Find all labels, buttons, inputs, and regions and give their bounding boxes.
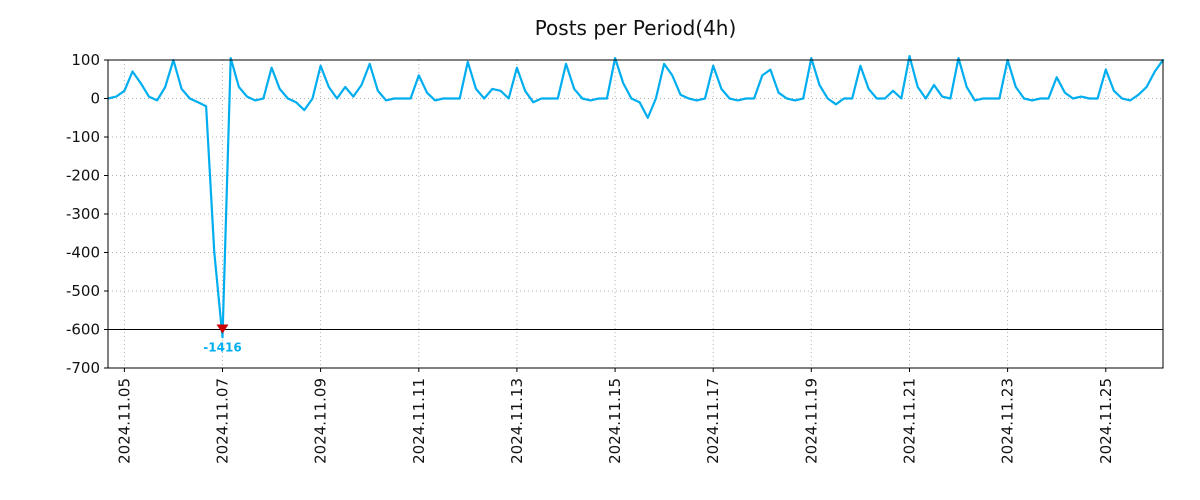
x-tick-label: 2024.11.25 [1097,378,1115,464]
x-tick-label: 2024.11.21 [901,378,919,464]
x-tick-label: 2024.11.23 [999,378,1017,464]
y-tick-label: 100 [71,51,100,69]
x-tick-label: 2024.11.19 [802,378,820,464]
y-tick-label: -700 [66,359,100,377]
x-tick-label: 2024.11.07 [214,378,232,464]
x-tick-label: 2024.11.13 [508,378,526,464]
x-tick-label: 2024.11.05 [115,378,133,464]
y-tick-label: 0 [90,90,100,108]
posts-series-line [106,54,1165,339]
chart-title: Posts per Period(4h) [534,16,737,40]
y-tick-label: -100 [66,128,100,146]
min-marker-triangle-icon [216,324,229,334]
y-tick-label: -300 [66,205,100,223]
x-tick-label: 2024.11.11 [410,378,428,464]
x-tick-label: 2024.11.17 [704,378,722,464]
x-tick-label: 2024.11.15 [606,378,624,464]
y-tick-label: -200 [66,167,100,185]
y-tick-label: -500 [66,282,100,300]
x-tick-label: 2024.11.09 [312,378,330,464]
min-value-annotation: -1416 [203,341,241,355]
y-tick-label: -600 [66,321,100,339]
y-tick-label: -400 [66,244,100,262]
